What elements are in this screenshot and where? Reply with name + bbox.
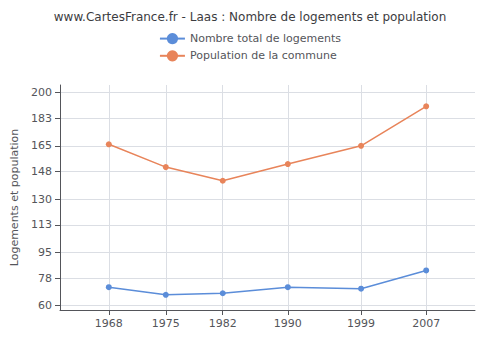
svg-text:95: 95 [38,246,52,259]
svg-text:Logements et population: Logements et population [8,129,21,267]
svg-text:2007: 2007 [412,317,440,330]
svg-text:165: 165 [31,139,52,152]
svg-text:60: 60 [38,299,52,312]
svg-text:113: 113 [31,218,52,231]
svg-text:148: 148 [31,165,52,178]
svg-text:www.CartesFrance.fr - Laas : N: www.CartesFrance.fr - Laas : Nombre de l… [54,10,447,24]
svg-text:Nombre total de logements: Nombre total de logements [190,32,341,45]
svg-text:1968: 1968 [95,317,123,330]
svg-text:1999: 1999 [347,317,375,330]
svg-text:183: 183 [31,112,52,125]
svg-text:1975: 1975 [152,317,180,330]
svg-text:200: 200 [31,86,52,99]
svg-text:1982: 1982 [209,317,237,330]
svg-text:130: 130 [31,193,52,206]
svg-text:78: 78 [38,272,52,285]
svg-text:Population de la commune: Population de la commune [190,49,337,62]
svg-text:1990: 1990 [274,317,302,330]
